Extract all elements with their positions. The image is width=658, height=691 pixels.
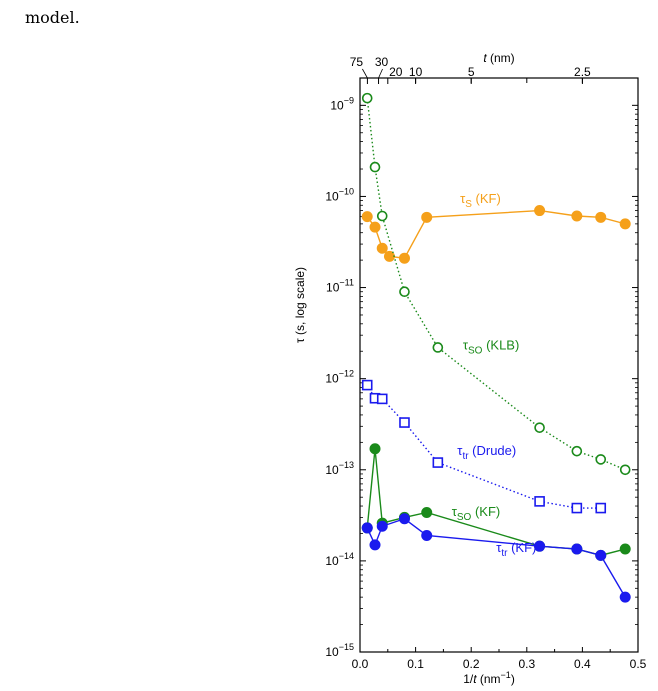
- series-label: τSO (KF): [452, 504, 500, 523]
- series-label: τSO (KLB): [463, 337, 519, 356]
- top-tick-label: 30: [375, 55, 389, 69]
- y-tick-label: 10−11: [326, 278, 354, 295]
- series-line: [366, 98, 626, 471]
- data-point: [369, 539, 381, 551]
- data-point: [376, 520, 388, 532]
- data-point: [369, 161, 381, 173]
- data-point: [595, 549, 607, 561]
- x-tick-label: 0.5: [630, 657, 647, 671]
- y-tick-label: 10−15: [325, 642, 354, 659]
- data-point: [571, 502, 583, 514]
- data-point: [361, 379, 373, 391]
- series-label: τtr (Drude): [457, 443, 516, 462]
- data-point: [595, 502, 607, 514]
- data-point: [571, 210, 583, 222]
- x-tick-label: 0.4: [574, 657, 591, 671]
- data-point: [619, 218, 631, 230]
- data-point: [421, 506, 433, 518]
- data-point: [595, 454, 607, 465]
- data-point: [421, 211, 433, 223]
- data-point: [376, 242, 388, 254]
- data-point: [398, 513, 410, 525]
- data-point: [432, 342, 444, 353]
- series-0: τS (KF): [361, 191, 631, 264]
- y-tick-label: 10−12: [325, 369, 354, 386]
- y-tick-label: 10−10: [325, 186, 354, 203]
- top-axis-title: t (nm): [483, 51, 514, 65]
- data-point: [369, 443, 381, 455]
- series-label: τS (KF): [460, 191, 501, 210]
- series-line: [366, 517, 626, 598]
- x-tick-label: 0.3: [518, 657, 535, 671]
- top-tick-label: 5: [468, 65, 475, 79]
- data-point: [421, 529, 433, 541]
- y-axis-title: τ (s, log scale): [293, 267, 307, 343]
- series-1: τSO (KLB): [361, 92, 631, 476]
- data-point: [361, 211, 373, 223]
- series-4: τtr (KF): [361, 513, 631, 603]
- y-tick-label: 10−14: [325, 551, 354, 568]
- top-leader: [362, 68, 368, 79]
- data-point: [619, 464, 631, 476]
- data-point: [619, 543, 631, 555]
- plot-frame: [359, 77, 639, 653]
- data-point: [534, 496, 545, 507]
- data-point: [376, 393, 388, 405]
- data-point: [619, 591, 631, 603]
- data-point: [398, 252, 410, 264]
- series-label: τtr (KF): [496, 540, 536, 559]
- top-leader: [378, 68, 383, 79]
- top-tick-label: 20: [389, 65, 403, 79]
- top-tick-label: 2.5: [574, 65, 591, 79]
- lead-text: model.: [25, 8, 80, 27]
- top-tick-label: 75: [350, 55, 364, 69]
- data-point: [571, 445, 583, 457]
- data-point: [571, 543, 583, 555]
- data-point: [534, 422, 545, 433]
- series-2: τtr (Drude): [361, 379, 607, 514]
- x-tick-label: 0.1: [407, 657, 424, 671]
- data-point: [534, 540, 546, 552]
- x-tick-label: 0.0: [352, 657, 369, 671]
- top-tick-label: 10: [409, 65, 423, 79]
- y-tick-label: 10−9: [330, 95, 354, 112]
- series-line: [366, 209, 626, 259]
- data-point: [534, 205, 546, 217]
- data-point: [432, 457, 444, 468]
- data-point: [361, 92, 373, 104]
- data-point: [361, 522, 373, 534]
- x-axis-title: 1/t (nm−1): [463, 670, 515, 686]
- data-point: [399, 417, 410, 428]
- x-tick-label: 0.2: [463, 657, 480, 671]
- data-point: [595, 211, 607, 223]
- data-point: [369, 221, 381, 233]
- y-tick-label: 10−13: [325, 460, 354, 477]
- data-point: [376, 210, 388, 222]
- data-point: [399, 286, 410, 298]
